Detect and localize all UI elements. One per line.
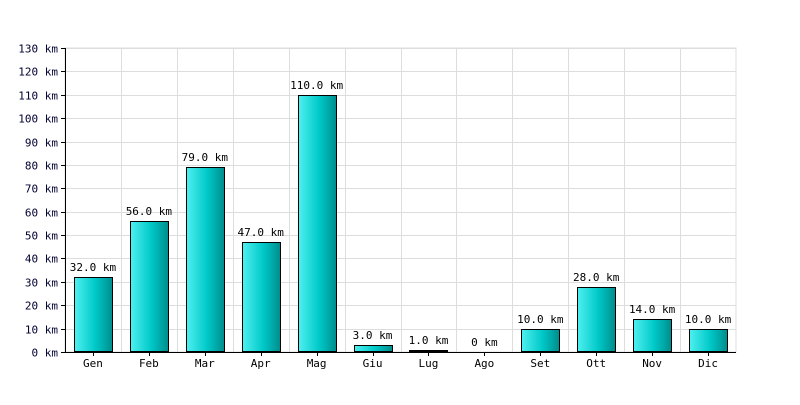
y-axis-tick-labels: 0 km 10 km 20 km 30 km 40 km 50 km 60 km 70 km 8… [18, 43, 58, 360]
y-tick-label: 70 km [25, 183, 58, 196]
x-tick-label: Mar [195, 357, 215, 370]
bar-set [521, 329, 560, 352]
y-tick-label: 10 km [25, 324, 58, 337]
grid-lines [64, 47, 737, 353]
y-tick-label: 90 km [25, 137, 58, 150]
bar-mar [186, 167, 225, 352]
bar-value-label: 10.0 km [685, 313, 732, 326]
x-tick-label: Ago [474, 357, 494, 370]
x-tick-label: Lug [419, 357, 439, 370]
bar-ott [577, 287, 616, 352]
bar-value-label: 1.0 km [409, 334, 449, 347]
y-tick-label: 40 km [25, 253, 58, 266]
bar-apr [242, 242, 281, 352]
bar-giu [354, 345, 393, 352]
bar-gen [74, 277, 113, 352]
bar-mag [298, 95, 337, 352]
bar-value-label: 110.0 km [290, 79, 343, 92]
bar-nov [633, 319, 672, 352]
bar-value-label: 28.0 km [573, 271, 620, 284]
bar-value-label: 3.0 km [353, 329, 393, 342]
y-tick-label: 120 km [18, 66, 58, 79]
bar-value-label: 0 km [471, 336, 498, 349]
x-tick-label: Apr [251, 357, 271, 370]
x-tick-label: Ott [586, 357, 606, 370]
y-tick-label: 80 km [25, 160, 58, 173]
bar-lug [409, 350, 448, 352]
bar-value-label: 47.0 km [238, 226, 285, 239]
y-tick-label: 110 km [18, 90, 58, 103]
x-tick-label: Gen [83, 357, 103, 370]
y-tick-label: 0 km [32, 347, 59, 360]
axes [61, 48, 736, 356]
y-tick-label: 50 km [25, 230, 58, 243]
y-tick-label: 30 km [25, 277, 58, 290]
y-tick-label: 130 km [18, 43, 58, 56]
bar-value-label: 79.0 km [182, 151, 229, 164]
x-tick-label: Dic [698, 357, 718, 370]
bar-value-label: 14.0 km [629, 303, 676, 316]
x-tick-label: Set [530, 357, 550, 370]
x-tick-label: Giu [363, 357, 383, 370]
bars [74, 95, 728, 352]
bar-value-label: 10.0 km [517, 313, 564, 326]
x-tick-label: Nov [642, 357, 662, 370]
bar-value-label: 32.0 km [70, 261, 117, 274]
bar-dic [689, 329, 728, 352]
x-tick-label: Feb [139, 357, 159, 370]
x-axis-tick-labels: Gen Feb Mar Apr Mag Giu Lug Ago Set Ott Nov Dic [83, 357, 718, 370]
y-tick-label: 100 km [18, 113, 58, 126]
bar-value-label: 56.0 km [126, 205, 173, 218]
x-tick-label: Mag [307, 357, 327, 370]
y-tick-label: 60 km [25, 207, 58, 220]
bar-feb [130, 221, 169, 352]
y-tick-label: 20 km [25, 300, 58, 313]
bar-value-labels: 32.0 km 56.0 km 79.0 km 47.0 km 110.0 km 3.0 … [70, 79, 732, 349]
